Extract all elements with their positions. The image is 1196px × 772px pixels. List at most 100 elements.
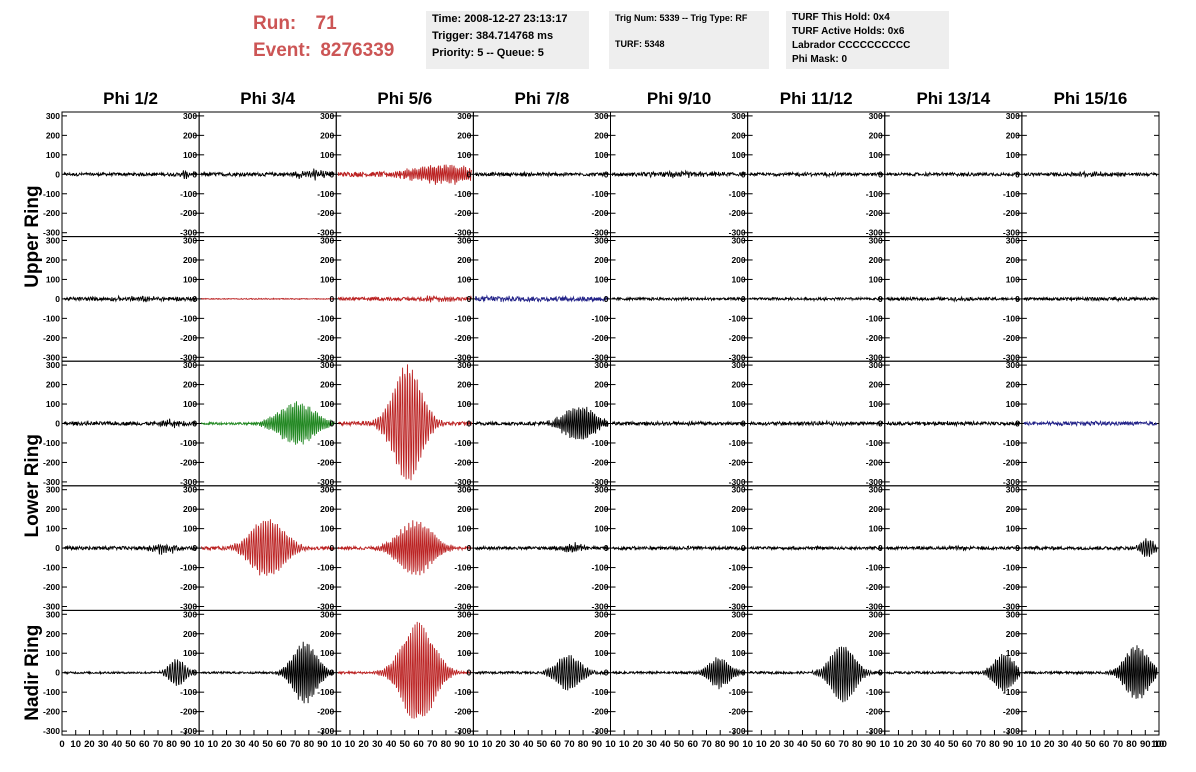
x-tick-label: 40 xyxy=(1071,739,1082,750)
y-tick-label: 200 xyxy=(457,255,471,265)
y-tick-label: 100 xyxy=(320,524,334,534)
y-tick-label: 100 xyxy=(594,150,608,160)
waveform-grid-chart: Phi 1/2 Phi 3/4 Phi 5/6 Phi 7/8 Phi 9/10 Phi … xyxy=(22,89,1167,750)
y-tick-label: 200 xyxy=(594,255,608,265)
y-tick-label: 200 xyxy=(731,255,745,265)
y-tick-label: -200 xyxy=(1003,457,1020,467)
y-tick-label: 100 xyxy=(46,524,60,534)
x-tick-label: 40 xyxy=(523,739,534,750)
y-tick-label: 300 xyxy=(731,609,745,619)
event-header: Run: 71 Event: 8276339 Time: 2008-12-27 … xyxy=(0,0,1196,80)
y-tick-label: -100 xyxy=(454,687,471,697)
y-tick-label: 200 xyxy=(320,130,334,140)
y-tick-label: -200 xyxy=(454,208,471,218)
y-tick-label: -200 xyxy=(317,707,334,717)
y-tick-label: -200 xyxy=(454,582,471,592)
y-tick-label: -200 xyxy=(591,208,608,218)
y-tick-label: -200 xyxy=(866,208,883,218)
y-tick-label: 100 xyxy=(46,648,60,658)
priority-line: Priority: 5 -- Queue: 5 xyxy=(432,47,544,59)
y-tick-label: 0 xyxy=(604,294,609,304)
x-tick-label: 60 xyxy=(962,739,973,750)
y-tick-label: 200 xyxy=(594,380,608,390)
y-tick-label: 100 xyxy=(320,399,334,409)
waveform-trace xyxy=(1023,170,1158,179)
y-tick-label: 300 xyxy=(731,360,745,370)
y-tick-label: -200 xyxy=(729,582,746,592)
y-tick-label: 0 xyxy=(55,419,60,429)
y-tick-label: -300 xyxy=(729,602,746,612)
y-tick-label: -200 xyxy=(1003,707,1020,717)
waveform-trace xyxy=(1023,538,1158,557)
y-tick-label: 200 xyxy=(457,380,471,390)
y-tick-label: 300 xyxy=(731,485,745,495)
x-tick-label: 70 xyxy=(290,739,301,750)
y-tick-label: -300 xyxy=(43,352,60,362)
x-tick-label: 30 xyxy=(1058,739,1069,750)
y-tick-label: 300 xyxy=(1006,609,1020,619)
x-tick-label: 30 xyxy=(98,739,109,750)
y-tick-label: -300 xyxy=(454,726,471,736)
y-tick-label: 0 xyxy=(330,419,335,429)
y-tick-label: 300 xyxy=(320,609,334,619)
y-tick-label: -200 xyxy=(43,333,60,343)
x-tick-label: 10 xyxy=(331,739,342,750)
waveform-trace xyxy=(474,294,609,303)
x-tick-label: 90 xyxy=(454,739,465,750)
x-tick-label: 10 xyxy=(1017,739,1028,750)
y-tick-label: 200 xyxy=(1006,504,1020,514)
y-tick-label: -300 xyxy=(866,477,883,487)
x-tick-label: 10 xyxy=(482,739,493,750)
y-tick-label: -300 xyxy=(180,477,197,487)
waveform-trace xyxy=(200,641,335,704)
y-tick-label: 0 xyxy=(878,294,883,304)
y-tick-label: 300 xyxy=(869,111,883,121)
y-tick-label: -100 xyxy=(1003,563,1020,573)
y-tick-label: -300 xyxy=(729,352,746,362)
y-tick-label: -100 xyxy=(1003,438,1020,448)
y-tick-label: -100 xyxy=(43,563,60,573)
y-tick-label: 300 xyxy=(183,235,197,245)
y-tick-label: 0 xyxy=(192,169,197,179)
y-tick-label: -200 xyxy=(180,333,197,343)
x-tick-label: 80 xyxy=(578,739,589,750)
y-tick-label: 300 xyxy=(869,485,883,495)
y-tick-label: -300 xyxy=(591,602,608,612)
y-tick-label: 100 xyxy=(1006,399,1020,409)
y-tick-label: -200 xyxy=(1003,208,1020,218)
x-tick-label: 20 xyxy=(496,739,507,750)
x-tick-label: 90 xyxy=(1140,739,1151,750)
waveform-trace xyxy=(612,169,746,179)
waveform-trace xyxy=(337,164,472,185)
waveform-trace xyxy=(1023,645,1158,699)
waveform-trace xyxy=(200,168,335,181)
y-tick-label: 100 xyxy=(457,524,471,534)
y-tick-label: -200 xyxy=(866,707,883,717)
y-tick-label: -300 xyxy=(317,602,334,612)
x-tick-label: 90 xyxy=(729,739,740,750)
y-tick-label: -100 xyxy=(591,189,608,199)
x-tick-label: 10 xyxy=(194,739,205,750)
y-tick-label: 300 xyxy=(731,235,745,245)
y-tick-label: 0 xyxy=(1015,169,1020,179)
column-header: Phi 9/10 xyxy=(647,89,711,108)
y-tick-label: -300 xyxy=(43,602,60,612)
y-tick-label: 300 xyxy=(1006,360,1020,370)
waveform-trace xyxy=(886,171,1021,178)
y-tick-label: 300 xyxy=(594,485,608,495)
y-tick-label: 300 xyxy=(457,235,471,245)
y-tick-label: 200 xyxy=(731,130,745,140)
x-tick-label: 40 xyxy=(797,739,808,750)
x-tick-label: 30 xyxy=(509,739,520,750)
y-tick-label: 200 xyxy=(320,255,334,265)
y-tick-label: 0 xyxy=(878,543,883,553)
waveform-trace xyxy=(337,520,472,576)
row-label: Upper Ring xyxy=(22,185,43,287)
y-tick-label: 0 xyxy=(878,419,883,429)
y-tick-label: -200 xyxy=(454,457,471,467)
y-tick-label: 100 xyxy=(46,274,60,284)
x-tick-label: 20 xyxy=(1044,739,1055,750)
waveform-trace xyxy=(63,294,198,303)
column-header: Phi 5/6 xyxy=(377,89,432,108)
event-value: 8276339 xyxy=(320,40,395,61)
